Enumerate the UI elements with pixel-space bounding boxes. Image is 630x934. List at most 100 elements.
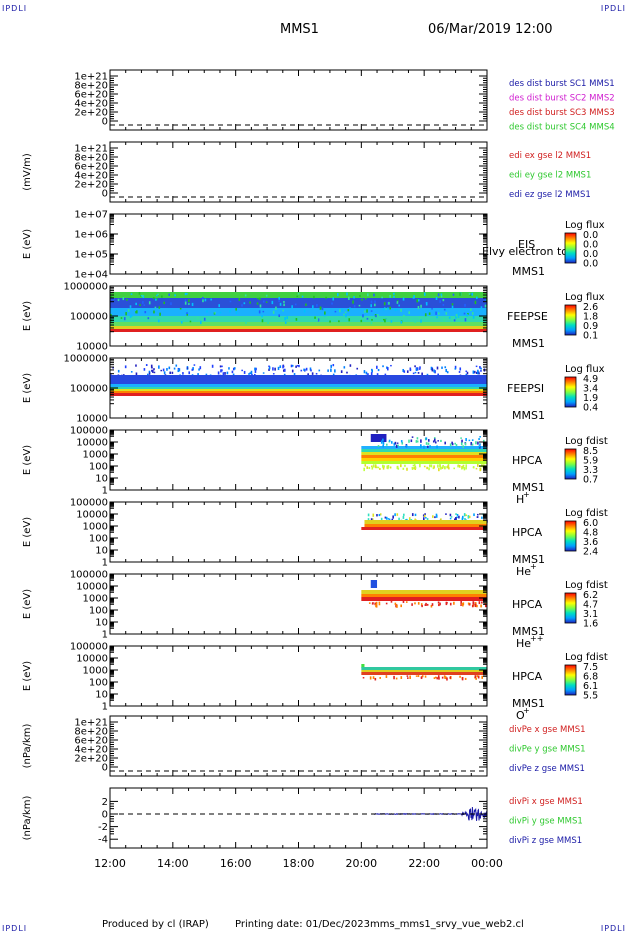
spectrum-speckle — [428, 464, 431, 467]
spectrum-speckle — [477, 369, 479, 373]
spectrum-speckle — [188, 371, 191, 375]
spectrum-speckle — [460, 442, 463, 446]
spectrum-speckle — [464, 442, 467, 446]
spectrum-speckle — [451, 303, 454, 306]
spectrum-speckle — [423, 445, 425, 449]
datetime-title: 06/Mar/2019 12:00 — [428, 22, 553, 37]
spectrum-speckle — [423, 292, 426, 296]
spectrum-speckle — [451, 443, 454, 446]
spectrum-speckle — [156, 294, 158, 297]
spectrum-speckle — [420, 319, 422, 323]
spectrum-speckle — [468, 515, 471, 519]
spectrum-speckle — [437, 373, 439, 376]
spectrum-speckle — [293, 373, 296, 376]
spectrum-speckle — [400, 440, 403, 443]
spectrum-speckle — [395, 677, 398, 680]
spectrum-speckle — [253, 373, 256, 377]
spectrum-speckle — [219, 311, 222, 314]
spectrum-speckle — [198, 368, 200, 371]
y-tick-label: 100000 — [70, 426, 108, 437]
spectrum-speckle — [455, 313, 458, 317]
spectrum-speckle — [254, 369, 257, 373]
species-charge-label: + — [523, 490, 530, 499]
legend-entry: des dist burst SC3 MMS3 — [509, 108, 615, 118]
spectrum-speckle — [241, 369, 243, 372]
spectrum-speckle — [423, 465, 426, 468]
spectrum-speckle — [390, 441, 393, 444]
spectrum-speckle — [259, 304, 262, 308]
spectrum-speckle — [462, 602, 465, 606]
spectrum-speckle — [471, 439, 474, 442]
spectrum-speckle — [477, 371, 480, 374]
spectrum-speckle — [411, 436, 414, 438]
spectrum-band — [110, 375, 487, 384]
spectrum-speckle — [197, 373, 199, 376]
y-tick-label: 100000 — [70, 642, 108, 653]
spectrum-speckle — [277, 366, 280, 371]
spectrum-band — [361, 667, 487, 670]
spectrum-speckle — [135, 302, 137, 306]
spectrum-speckle — [378, 601, 381, 604]
spectrum-speckle — [433, 437, 436, 439]
spectrum-speckle — [382, 466, 385, 470]
spectrum-speckle — [438, 467, 440, 472]
spectrum-speckle — [460, 437, 462, 439]
colorbar-tick-label: 4.7 — [583, 600, 598, 611]
spectrum-speckle — [395, 604, 397, 608]
spectrum-speckle — [461, 603, 464, 605]
spectrum-speckle — [392, 515, 394, 519]
spectrum-speckle — [373, 293, 375, 297]
spectrum-speckle — [417, 372, 420, 374]
spectrum-speckle — [445, 676, 447, 680]
spectrum-speckle — [248, 373, 250, 375]
spectrum-speckle — [370, 368, 373, 371]
spectrum-band — [361, 461, 487, 464]
spectrum-speckle — [158, 306, 161, 309]
spectrum-speckle — [460, 604, 462, 606]
instrument-label: HPCA — [512, 454, 543, 467]
y-axis-label: E (eV) — [22, 589, 33, 619]
spectrum-speckle — [155, 298, 157, 301]
y-tick-label: 100000 — [70, 498, 108, 509]
spectrum-band — [361, 452, 487, 455]
spectrum-speckle — [159, 312, 161, 316]
y-axis-label: E (eV) — [22, 373, 33, 403]
spectrum-speckle — [448, 467, 450, 470]
spectrum-speckle — [414, 513, 417, 517]
spectrum-speckle — [385, 675, 388, 678]
spectrogram-feepsi — [110, 364, 487, 396]
spectrum-speckle — [435, 514, 438, 518]
spectrum-speckle — [219, 365, 222, 368]
y-tick-label: 1e+04 — [74, 270, 108, 281]
spectrum-speckle — [480, 306, 483, 309]
spectrum-speckle — [390, 320, 393, 323]
spectrum-speckle — [414, 365, 416, 368]
spectrum-speckle — [484, 602, 486, 605]
spectrum-speckle — [151, 369, 153, 372]
spectrum-speckle — [470, 308, 472, 312]
spectrum-speckle — [412, 464, 415, 467]
spectrum-speckle — [389, 466, 392, 469]
spectrum-speckle — [374, 300, 376, 303]
spectrum-speckle — [314, 316, 316, 319]
spectrum-speckle — [426, 603, 429, 606]
spectrum-speckle — [377, 466, 380, 469]
spectrum-speckle — [396, 604, 398, 608]
colorbar-tick-label: 2.6 — [583, 302, 598, 313]
corner-label-top-right: IPDLI — [600, 4, 626, 13]
species-label: He — [516, 637, 531, 650]
spectrum-speckle — [456, 513, 459, 517]
spectrum-speckle — [152, 297, 155, 300]
overlay-text: Elvy electron to — [482, 245, 568, 258]
spectrum-speckle — [393, 295, 395, 298]
spectrum-speckle — [261, 315, 263, 318]
spectrum-speckle — [435, 311, 437, 315]
spectrum-speckle — [402, 515, 405, 519]
spectrum-speckle — [397, 467, 400, 470]
y-tick-label: -2 — [98, 822, 108, 833]
spectrum-speckle — [245, 321, 247, 325]
spectrum-speckle — [329, 320, 331, 323]
spectrum-speckle — [464, 318, 467, 322]
spectrum-speckle — [117, 298, 120, 302]
spectrum-speckle — [479, 436, 481, 438]
